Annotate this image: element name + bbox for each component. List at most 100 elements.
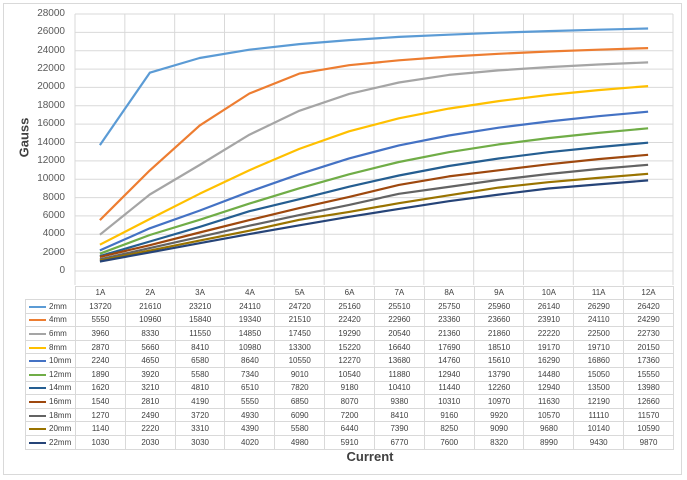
- y-tick-label: 4000: [42, 228, 65, 240]
- data-label: 8070: [324, 394, 375, 409]
- data-label: 2870: [75, 339, 126, 355]
- data-label: 6850: [274, 394, 326, 409]
- data-label: 2220: [124, 421, 176, 437]
- data-label: 8410: [174, 339, 226, 355]
- data-label: 4810: [174, 380, 226, 396]
- data-label: 10980: [224, 339, 276, 355]
- data-label: 9920: [473, 407, 525, 423]
- legend-label: 4mm: [49, 315, 67, 325]
- legend-entry: 20mm: [25, 421, 76, 437]
- legend-entry: 4mm: [25, 312, 76, 328]
- data-label: 21860: [473, 326, 525, 341]
- data-label: 6510: [224, 380, 276, 396]
- data-label: 11630: [523, 394, 575, 409]
- data-label: 9680: [523, 421, 575, 437]
- legend-entry: 16mm: [25, 394, 76, 409]
- series-line-18mm: [99, 163, 649, 261]
- data-label: 6770: [373, 435, 425, 450]
- legend-entry: 14mm: [25, 380, 76, 396]
- legend-label: 2mm: [49, 301, 67, 311]
- data-label: 4390: [224, 421, 276, 437]
- data-label: 15610: [473, 353, 525, 369]
- data-label: 22220: [523, 326, 575, 341]
- data-label: 4190: [174, 394, 226, 409]
- series-line-10mm: [99, 110, 649, 252]
- legend-key: [29, 332, 46, 335]
- table-corner: [25, 286, 76, 301]
- data-label: 5660: [124, 339, 176, 355]
- y-tick-label: 2000: [42, 246, 65, 258]
- legend-key: [29, 414, 46, 417]
- data-label: 8320: [473, 435, 525, 450]
- data-label: 19340: [224, 312, 276, 328]
- x-tick-label: 11A: [573, 285, 625, 301]
- data-label: 24290: [623, 312, 674, 328]
- data-label: 22960: [373, 312, 425, 328]
- series-line-16mm: [99, 153, 649, 258]
- data-label: 19710: [573, 339, 625, 355]
- data-label: 14480: [523, 367, 575, 382]
- data-label: 14760: [423, 353, 475, 369]
- data-label: 9430: [573, 435, 625, 450]
- data-label: 26140: [523, 299, 575, 314]
- data-label: 1890: [75, 367, 126, 382]
- chart-area: [3, 3, 682, 475]
- legend-entry: 12mm: [25, 367, 76, 382]
- data-label: 23910: [523, 312, 575, 328]
- data-label: 10410: [373, 380, 425, 396]
- data-label: 6090: [274, 407, 326, 423]
- data-label: 3720: [174, 407, 226, 423]
- y-tick-label: 12000: [37, 154, 65, 166]
- x-tick-label: 2A: [124, 285, 176, 301]
- table-row: 6mm 3960 8330 11550 14850 17450 19290 20540 2136…: [25, 326, 674, 341]
- legend-label: 20mm: [49, 424, 72, 434]
- legend-key: [29, 387, 46, 390]
- data-label: 13790: [473, 367, 525, 382]
- legend-key: [29, 428, 46, 431]
- data-label: 7200: [324, 407, 375, 423]
- x-tick-label: 7A: [373, 285, 425, 301]
- data-label: 8330: [124, 326, 176, 341]
- table-row: 22mm 1030 2030 3030 4020 4980 5910 6770 7600 8320…: [25, 435, 674, 450]
- data-label: 18510: [473, 339, 525, 355]
- data-label: 14850: [224, 326, 276, 341]
- data-label: 1270: [75, 407, 126, 423]
- legend-key: [29, 441, 46, 444]
- y-tick-label: 0: [59, 265, 65, 276]
- data-label: 12660: [623, 394, 674, 409]
- legend-label: 14mm: [49, 383, 72, 393]
- data-label: 4020: [224, 435, 276, 450]
- data-label: 13980: [623, 380, 674, 396]
- legend-label: 18mm: [49, 410, 72, 420]
- legend-key: [29, 305, 46, 308]
- data-label: 3210: [124, 380, 176, 396]
- data-label: 15840: [174, 312, 226, 328]
- data-label: 6440: [324, 421, 375, 437]
- legend-label: 10mm: [49, 356, 72, 366]
- y-tick-label: 16000: [37, 118, 65, 130]
- data-label: 12940: [523, 380, 575, 396]
- data-label: 21510: [274, 312, 326, 328]
- data-label: 5580: [274, 421, 326, 437]
- y-tick-label: 6000: [42, 209, 65, 221]
- table-row: 2mm 13720 21610 23210 24110 24720 25160 25510 25…: [25, 299, 674, 314]
- data-label: 10970: [473, 394, 525, 409]
- x-tick-label: 6A: [324, 285, 375, 301]
- data-label: 22730: [623, 326, 674, 341]
- data-label: 9160: [423, 407, 475, 423]
- y-tick-label: 20000: [37, 81, 65, 93]
- legend-label: 8mm: [49, 342, 67, 352]
- data-label: 11440: [423, 380, 475, 396]
- series-line-14mm: [99, 141, 649, 258]
- data-label: 15550: [623, 367, 674, 382]
- data-label: 9180: [324, 380, 375, 396]
- data-label: 26290: [573, 299, 625, 314]
- data-label: 15220: [324, 339, 375, 355]
- y-tick-label: 8000: [42, 191, 65, 203]
- data-label: 25510: [373, 299, 425, 314]
- data-label: 5910: [324, 435, 375, 450]
- legend-key: [29, 360, 46, 363]
- data-label: 19290: [324, 326, 375, 341]
- legend-key: [29, 319, 46, 322]
